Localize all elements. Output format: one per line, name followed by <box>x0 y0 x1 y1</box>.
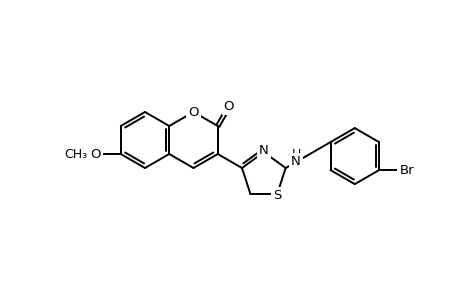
Text: Br: Br <box>398 164 413 177</box>
Text: H: H <box>291 148 300 160</box>
Text: CH₃: CH₃ <box>64 148 87 160</box>
Text: S: S <box>273 189 281 202</box>
Text: O: O <box>223 100 234 113</box>
Text: O: O <box>90 148 101 160</box>
Text: N: N <box>258 144 268 157</box>
Text: O: O <box>188 106 198 118</box>
Text: N: N <box>291 154 300 168</box>
